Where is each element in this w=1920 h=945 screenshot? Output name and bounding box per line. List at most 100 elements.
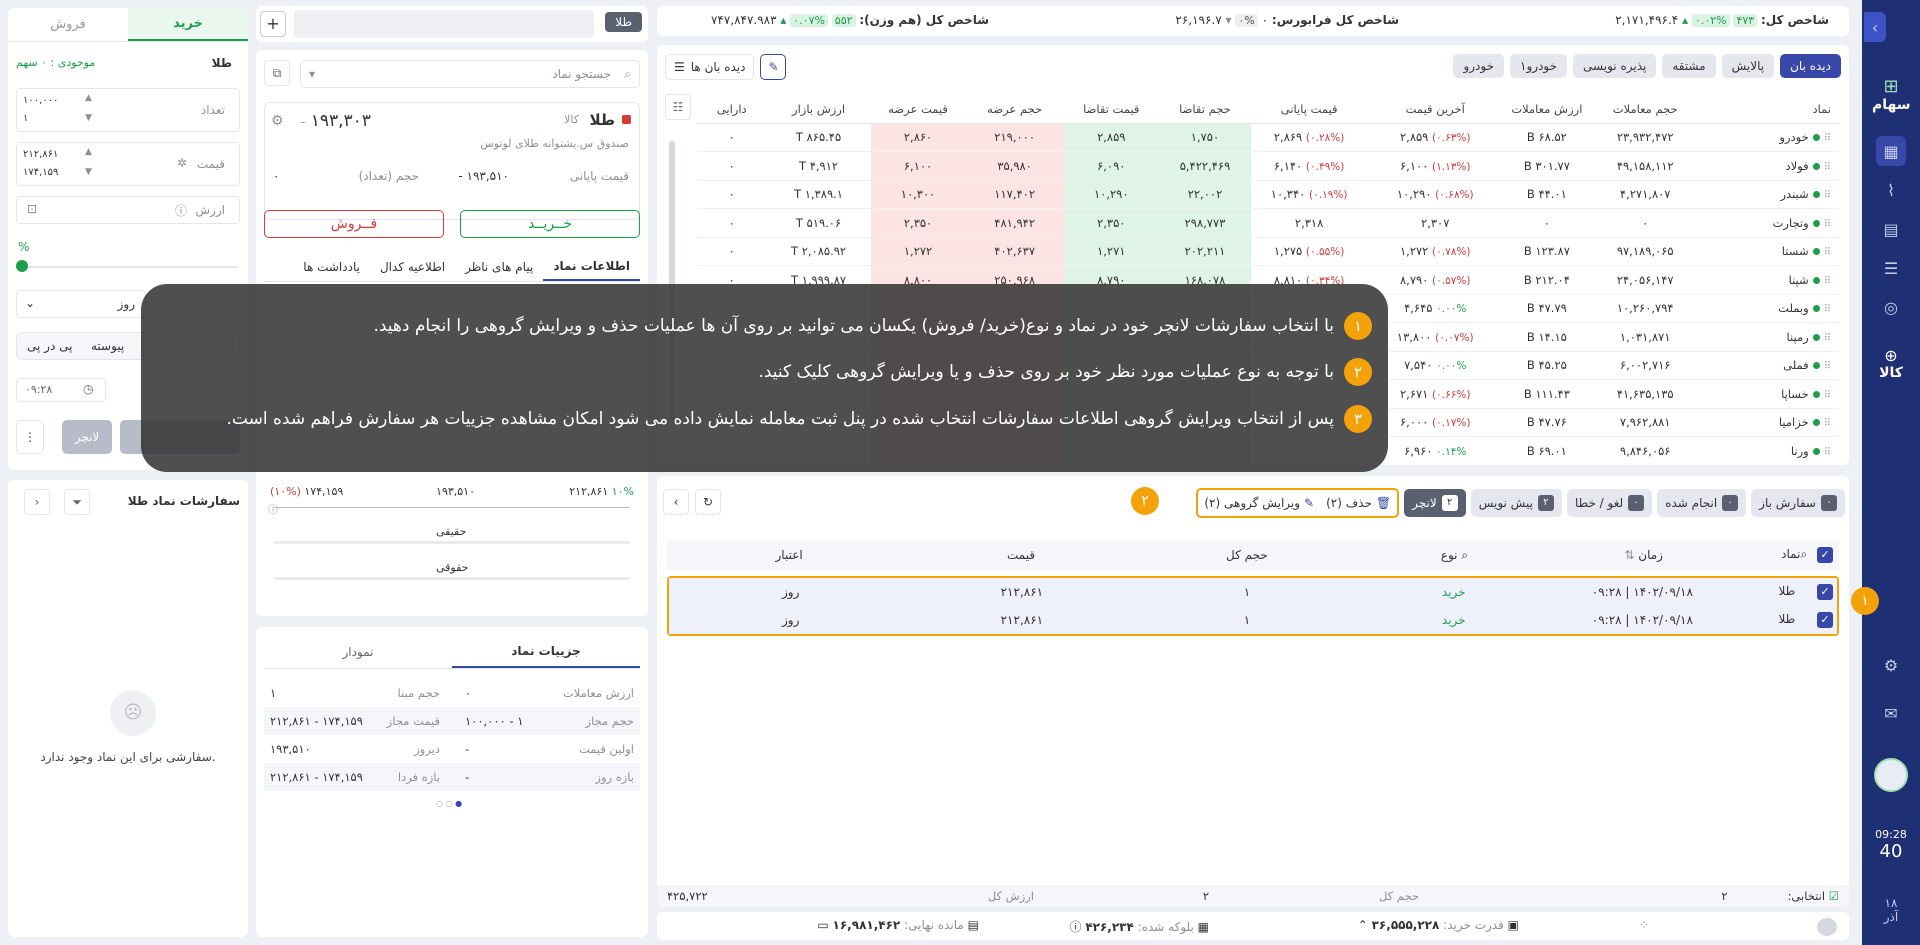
col-value[interactable]: ارزش معاملات	[1503, 95, 1591, 124]
symbol-cell[interactable]: ⠿ وبملت	[1700, 294, 1839, 323]
drag-handle-icon[interactable]: ⠿	[1823, 161, 1831, 173]
pagination[interactable]: ○ ○ ●	[436, 799, 462, 808]
col-market-cap[interactable]: ارزش بازار	[766, 95, 871, 124]
percent-slider[interactable]	[18, 266, 238, 268]
info-icon[interactable]: ⓘ	[174, 204, 187, 218]
delete-button[interactable]: 🗑 حذف (۲)	[1326, 496, 1391, 510]
search-icon[interactable]: ⌕	[1800, 547, 1808, 561]
drag-handle-icon[interactable]: ⠿	[1823, 275, 1831, 287]
row-checkbox[interactable]: ✓	[1817, 612, 1833, 628]
news-icon[interactable]: ☰	[1883, 258, 1899, 278]
col-time[interactable]: زمان ⇅	[1546, 540, 1742, 570]
table-row[interactable]: ⠿شستا ۹۷,۱۸۹,۰۶۵ ۱۲۳.۸۷ B (۰.۷۸%) ۱,۲۷۲ (۰.۵…	[697, 237, 1839, 266]
notification-icon[interactable]: ✉	[1884, 703, 1898, 723]
trend-icon[interactable]: ⌇	[1887, 180, 1895, 200]
table-row[interactable]: ⠿شبندر ۴,۲۷۱,۸۰۷ ۴۴.۰۱ B (۰.۶۸%) ۱۰,۲۹۰ (۰.۱…	[697, 180, 1839, 209]
col-last-price[interactable]: آخرین قیمت	[1366, 95, 1504, 124]
tab-derivatives[interactable]: مشتقه	[1662, 54, 1716, 78]
col-volume[interactable]: حجم کل	[1130, 540, 1363, 570]
bulk-edit-button[interactable]: ✎ ویرایش گروهی (۲)	[1204, 496, 1314, 510]
table-row[interactable]: ⠿فولاد ۴۹,۱۵۸,۱۱۲ ۳۰۱.۷۷ B (۱.۱۳%) ۶,۱۰۰ (۰.…	[697, 151, 1839, 181]
tab-ipo[interactable]: پذیره نویسی	[1573, 54, 1657, 78]
tab-notes[interactable]: یادداشت ها	[303, 259, 360, 274]
info-icon[interactable]: ⓘ	[1069, 920, 1082, 934]
symbol-cell[interactable]: ⠿ ورنا	[1700, 436, 1839, 465]
col-symbol[interactable]: ✓ ⌕نماد	[1741, 540, 1839, 570]
gear-icon[interactable]: ✲	[176, 156, 187, 170]
price-field[interactable]: ۲۱۲,۸۶۱ ۱۷۴,۱۵۹ ▲ ▼ قیمت ✲	[16, 142, 240, 186]
col-close-price[interactable]: قیمت پایانی	[1251, 95, 1367, 124]
col-volume[interactable]: حجم معاملات	[1590, 95, 1701, 124]
tab-draft[interactable]: ۲ پیش نویس	[1470, 489, 1562, 517]
drag-handle-icon[interactable]: ⠿	[1823, 418, 1831, 430]
time-field[interactable]: ۰۹:۲۸ ◷	[16, 378, 106, 402]
sidebar-item-stocks[interactable]: ⊞ سهام	[1872, 76, 1911, 113]
sidebar-item-commodity[interactable]: ⊕ کالا	[1872, 346, 1910, 381]
quantity-field[interactable]: ۱۰۰,۰۰۰ ۱ ▲ ▼ تعداد	[16, 88, 240, 132]
tab-launcher[interactable]: ۲ لانچر	[1404, 489, 1466, 517]
table-row[interactable]: ⠿وتجارت ۰ ۰ ۲,۳۰۷ ۲,۳۱۸ ۲۹۸,۷۷۳ ۲,۳۵۰ ۴۸۱,۹۴۲…	[697, 208, 1839, 238]
symbol-cell[interactable]: ⠿ خودرو	[1700, 123, 1839, 152]
lock-icon[interactable]: ⊡	[27, 202, 38, 216]
stepper-up-icon[interactable]: ▲	[85, 93, 92, 103]
validity-select[interactable]: روز ⌄	[16, 290, 146, 318]
page-dot-active[interactable]: ●	[455, 799, 463, 808]
grid-icon[interactable]: ⁘	[1638, 918, 1649, 932]
drag-handle-icon[interactable]: ⠿	[1823, 133, 1831, 145]
tab-auto[interactable]: خودرو	[1453, 54, 1505, 78]
refresh-icon[interactable]: ↻	[695, 489, 721, 515]
col-symbol[interactable]: نماد	[1700, 95, 1839, 124]
more-icon[interactable]: ⋮	[16, 420, 44, 454]
stepper-up-icon[interactable]: ▲	[85, 147, 92, 157]
col-bid-price[interactable]: قیمت تقاضا	[1063, 95, 1159, 124]
avatar[interactable]	[1874, 758, 1908, 792]
tab-sequential[interactable]: پی در پی	[27, 339, 73, 353]
settings-icon[interactable]: ⚙	[271, 113, 284, 129]
settings-icon[interactable]: ⚙	[1883, 655, 1899, 675]
chevron-down-icon[interactable]: ▾	[309, 67, 316, 81]
tab-open-orders[interactable]: ۰ سفارش باز	[1751, 489, 1845, 517]
copy-icon[interactable]: ⧉	[264, 60, 290, 86]
add-icon[interactable]: +	[260, 11, 286, 37]
drag-handle-icon[interactable]: ⠿	[1823, 247, 1831, 259]
col-price[interactable]: قیمت	[911, 540, 1131, 570]
order-row[interactable]: ✓ طلا ۱۴۰۲/۰۹/۱۸ | ۰۹:۲۸ خرید ۱ ۲۱۲,۸۶۱ روز	[669, 578, 1837, 606]
chevron-left-icon[interactable]: ‹	[663, 489, 689, 515]
tab-symbol-info[interactable]: اطلاعات نماد	[543, 253, 640, 281]
chart-icon[interactable]: ▦	[1876, 136, 1906, 166]
drag-handle-icon[interactable]: ⠿	[1823, 389, 1831, 401]
search-icon[interactable]: ⌕	[1461, 547, 1469, 562]
col-bid-volume[interactable]: حجم تقاضا	[1158, 95, 1252, 124]
drag-handle-icon[interactable]: ⠿	[1823, 361, 1831, 373]
collapse-icon[interactable]: ‹	[1864, 12, 1886, 42]
buy-button[interactable]: خــریــد	[460, 210, 640, 238]
launcher-button[interactable]: لانچر	[62, 420, 112, 454]
symbol-cell[interactable]: ⠿ شبندر	[1700, 180, 1839, 209]
coins-icon[interactable]: ◎	[1884, 297, 1898, 317]
tab-symbol-details[interactable]: جزییات نماد	[452, 636, 640, 668]
tab-watchlist[interactable]: دیده بان	[1780, 54, 1841, 78]
info-icon[interactable]: ⓘ	[268, 505, 278, 516]
drag-handle-icon[interactable]: ⠿	[1823, 218, 1831, 230]
filter-icon[interactable]: ⏷	[64, 489, 90, 515]
symbol-cell[interactable]: ⠿ رمپنا	[1700, 322, 1839, 352]
symbol-cell[interactable]: ⠿ فملی	[1700, 351, 1839, 380]
tab-buy[interactable]: خرید	[128, 8, 248, 41]
symbol-cell[interactable]: ⠿ شپنا	[1700, 265, 1839, 295]
drag-handle-icon[interactable]: ⠿	[1823, 332, 1831, 344]
watchlists-dropdown[interactable]: ☰ دیده بان ها	[665, 54, 755, 80]
scrollbar[interactable]	[669, 141, 675, 421]
row-checkbox[interactable]: ✓	[1817, 584, 1833, 600]
symbol-cell[interactable]: ⠿ فولاد	[1700, 151, 1839, 181]
tab-chart[interactable]: نمودار	[342, 644, 374, 659]
tab-codal[interactable]: اطلاعیه کدال	[379, 259, 446, 274]
tab-done-orders[interactable]: ۰ انجام شده	[1657, 489, 1747, 517]
calculator-icon[interactable]: ▤	[1883, 219, 1899, 239]
symbol-cell[interactable]: ⠿ خزامیا	[1700, 408, 1839, 437]
slider-handle[interactable]	[16, 260, 28, 272]
symbol-cell[interactable]: ⠿ شستا	[1700, 237, 1839, 266]
chevron-right-icon[interactable]: ›	[24, 489, 50, 515]
symbol-tag[interactable]: طلا	[605, 12, 642, 32]
drag-handle-icon[interactable]: ⠿	[1823, 446, 1831, 458]
col-asset[interactable]: دارایی	[697, 95, 767, 124]
